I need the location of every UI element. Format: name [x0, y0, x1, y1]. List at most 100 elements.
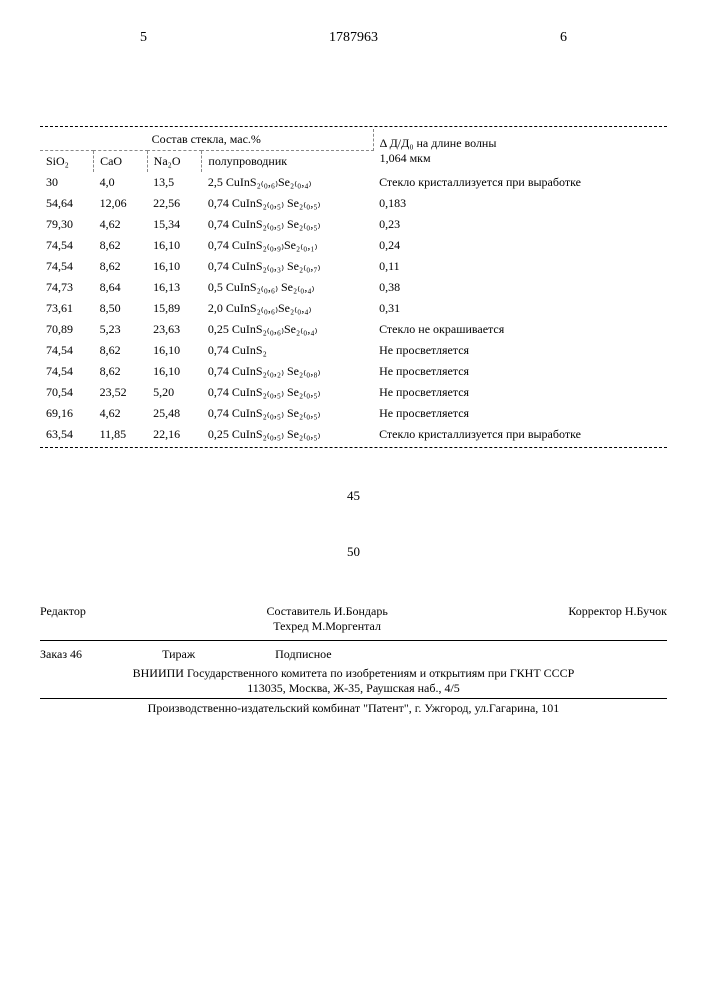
cell-na2o: 5,20 [147, 382, 202, 403]
col-semiconductor: полупроводник [202, 151, 373, 173]
order-num: Заказ 46 [40, 647, 82, 662]
table-row: 54,6412,0622,560,74 CuInS₂₍₀,₅₎ Se₂₍₀,₅₎… [40, 193, 667, 214]
org-line-1: ВНИИПИ Государственного комитета по изоб… [40, 666, 667, 681]
cell-result: 0,24 [373, 235, 667, 256]
table-row: 79,304,6215,340,74 CuInS₂₍₀,₅₎ Se₂₍₀,₅₎0… [40, 214, 667, 235]
cell-result: 0,38 [373, 277, 667, 298]
table-row: 74,548,6216,100,74 CuInS₂₍₀,₃₎ Se₂₍₀,₇₎0… [40, 256, 667, 277]
cell-cao: 23,52 [94, 382, 148, 403]
cell-cao: 8,64 [94, 277, 148, 298]
cell-cao: 5,23 [94, 319, 148, 340]
corrector: Корректор Н.Бучок [568, 604, 667, 634]
composition-table: Состав стекла, мас.% Δ Д/Д₀ на длине вол… [40, 126, 667, 448]
page-num-right: 6 [560, 30, 567, 46]
cell-result: Не просветляется [373, 403, 667, 424]
cell-semiconductor: 0,74 CuInS₂₍₀,₃₎ Se₂₍₀,₇₎ [202, 256, 373, 277]
cell-na2o: 22,16 [147, 424, 202, 445]
cell-na2o: 25,48 [147, 403, 202, 424]
cell-sio2: 70,89 [40, 319, 94, 340]
mid-number-1: 45 [40, 488, 667, 504]
cell-cao: 8,62 [94, 340, 148, 361]
page-num-left: 5 [140, 30, 147, 46]
col-na2o: Na₂O [147, 151, 202, 173]
production-line: Производственно-издательский комбинат "П… [40, 701, 667, 716]
page-header: 5 1787963 6 [140, 30, 567, 46]
table-row: 74,548,6216,100,74 CuInS₂Не просветляетс… [40, 340, 667, 361]
group-header: Состав стекла, мас.% [152, 132, 261, 146]
table-row: 304,013,52,5 CuInS₂₍₀,₆₎Se₂₍₀,₄₎Стекло к… [40, 172, 667, 193]
cell-semiconductor: 0,74 CuInS₂₍₀,₅₎ Se₂₍₀,₅₎ [202, 403, 373, 424]
cell-result: 0,23 [373, 214, 667, 235]
cell-result: Стекло кристаллизуется при выработке [373, 172, 667, 193]
cell-na2o: 16,10 [147, 235, 202, 256]
cell-sio2: 74,54 [40, 361, 94, 382]
cell-result: 0,11 [373, 256, 667, 277]
cell-cao: 8,62 [94, 235, 148, 256]
cell-sio2: 74,54 [40, 340, 94, 361]
cell-result: 0,183 [373, 193, 667, 214]
cell-cao: 12,06 [94, 193, 148, 214]
cell-semiconductor: 2,5 CuInS₂₍₀,₆₎Se₂₍₀,₄₎ [202, 172, 373, 193]
cell-cao: 4,62 [94, 214, 148, 235]
cell-result: Не просветляется [373, 361, 667, 382]
cell-na2o: 16,10 [147, 361, 202, 382]
cell-cao: 4,62 [94, 403, 148, 424]
cell-cao: 11,85 [94, 424, 148, 445]
doc-number: 1787963 [329, 30, 378, 46]
cell-sio2: 63,54 [40, 424, 94, 445]
techred: Техред М.Моргентал [266, 619, 387, 634]
cell-semiconductor: 0,74 CuInS₂₍₀,₂₎ Se₂₍₀,₈₎ [202, 361, 373, 382]
cell-sio2: 73,61 [40, 298, 94, 319]
credits-rule-2 [40, 698, 667, 699]
cell-semiconductor: 0,25 CuInS₂₍₀,₅₎ Se₂₍₀,₅₎ [202, 424, 373, 445]
cell-na2o: 22,56 [147, 193, 202, 214]
cell-result: Стекло не окрашивается [373, 319, 667, 340]
credits-block: Редактор Составитель И.Бондарь Техред М.… [40, 600, 667, 716]
compiler: Составитель И.Бондарь [266, 604, 387, 619]
result-header-1: Δ Д/Д₀ на длине волны [380, 136, 661, 151]
cell-result: Стекло кристаллизуется при выработке [373, 424, 667, 445]
table-bottom-rule [40, 447, 667, 448]
cell-na2o: 15,89 [147, 298, 202, 319]
cell-result: Не просветляется [373, 382, 667, 403]
col-cao: CaO [94, 151, 148, 173]
table-row: 69,164,6225,480,74 CuInS₂₍₀,₅₎ Se₂₍₀,₅₎Н… [40, 403, 667, 424]
editor-label: Редактор [40, 604, 86, 634]
cell-sio2: 54,64 [40, 193, 94, 214]
cell-result: Не просветляется [373, 340, 667, 361]
cell-semiconductor: 0,25 CuInS₂₍₀,₆₎Se₂₍₀,₄₎ [202, 319, 373, 340]
table-row: 70,895,2323,630,25 CuInS₂₍₀,₆₎Se₂₍₀,₄₎Ст… [40, 319, 667, 340]
cell-semiconductor: 0,74 CuInS₂₍₀,₅₎ Se₂₍₀,₅₎ [202, 214, 373, 235]
cell-semiconductor: 0,74 CuInS₂₍₀,₉₎Se₂₍₀,₁₎ [202, 235, 373, 256]
cell-sio2: 74,54 [40, 235, 94, 256]
cell-result: 0,31 [373, 298, 667, 319]
cell-cao: 8,62 [94, 256, 148, 277]
table-row: 70,5423,525,200,74 CuInS₂₍₀,₅₎ Se₂₍₀,₅₎Н… [40, 382, 667, 403]
table-row: 63,5411,8522,160,25 CuInS₂₍₀,₅₎ Se₂₍₀,₅₎… [40, 424, 667, 445]
cell-sio2: 70,54 [40, 382, 94, 403]
cell-sio2: 74,54 [40, 256, 94, 277]
cell-na2o: 15,34 [147, 214, 202, 235]
result-header-2: 1,064 мкм [380, 151, 661, 166]
cell-semiconductor: 2,0 CuInS₂₍₀,₆₎Se₂₍₀,₄₎ [202, 298, 373, 319]
cell-semiconductor: 0,74 CuInS₂ [202, 340, 373, 361]
col-sio2: SiO₂ [40, 151, 94, 173]
cell-sio2: 69,16 [40, 403, 94, 424]
cell-semiconductor: 0,74 CuInS₂₍₀,₅₎ Se₂₍₀,₅₎ [202, 193, 373, 214]
subscription: Подписное [275, 647, 332, 662]
table-row: 74,738,6416,130,5 CuInS₂₍₀,₆₎ Se₂₍₀,₄₎0,… [40, 277, 667, 298]
cell-na2o: 16,13 [147, 277, 202, 298]
cell-sio2: 30 [40, 172, 94, 193]
mid-number-2: 50 [40, 544, 667, 560]
cell-semiconductor: 0,5 CuInS₂₍₀,₆₎ Se₂₍₀,₄₎ [202, 277, 373, 298]
cell-cao: 4,0 [94, 172, 148, 193]
table-row: 73,618,5015,892,0 CuInS₂₍₀,₆₎Se₂₍₀,₄₎0,3… [40, 298, 667, 319]
cell-cao: 8,62 [94, 361, 148, 382]
table-top-rule [40, 126, 667, 127]
cell-na2o: 16,10 [147, 340, 202, 361]
table-row: 74,548,6216,100,74 CuInS₂₍₀,₂₎ Se₂₍₀,₈₎Н… [40, 361, 667, 382]
credits-rule-1 [40, 640, 667, 641]
cell-semiconductor: 0,74 CuInS₂₍₀,₅₎ Se₂₍₀,₅₎ [202, 382, 373, 403]
cell-sio2: 74,73 [40, 277, 94, 298]
cell-cao: 8,50 [94, 298, 148, 319]
